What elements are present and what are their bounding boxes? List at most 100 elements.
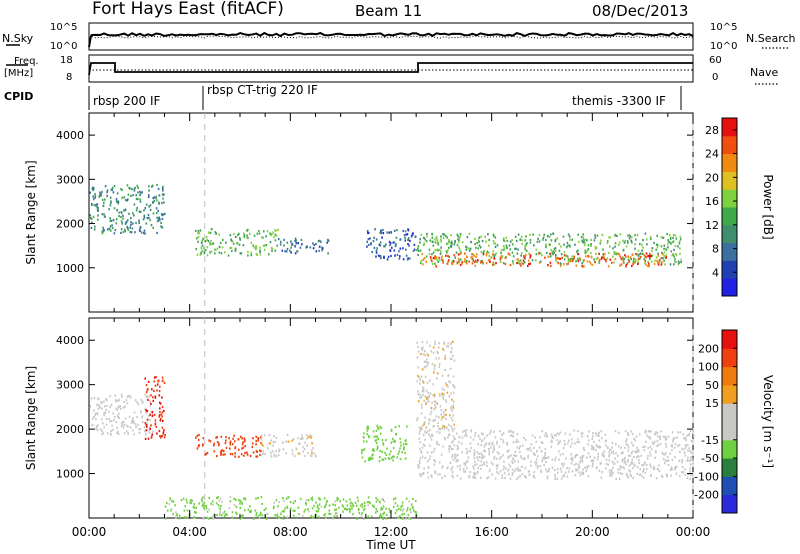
echo-cell xyxy=(436,258,438,261)
echo-cell xyxy=(566,241,569,244)
echo-cell xyxy=(582,260,584,263)
echo-cell xyxy=(370,242,372,245)
echo-cell xyxy=(629,235,631,238)
echo-cell xyxy=(466,255,468,258)
echo-cell xyxy=(336,515,338,518)
echo-cell xyxy=(147,388,149,391)
echo-cell xyxy=(94,414,97,417)
echo-cell xyxy=(294,509,296,512)
echo-cell xyxy=(455,454,457,457)
echo-cell xyxy=(637,455,640,458)
echo-cell xyxy=(650,448,653,451)
echo-cell xyxy=(136,416,138,419)
echo-cell xyxy=(256,253,258,257)
echo-cell xyxy=(102,228,105,231)
echo-cell xyxy=(652,443,655,446)
echo-cell xyxy=(669,452,671,455)
echo-cell xyxy=(380,508,382,511)
echo-cell xyxy=(524,457,526,460)
echo-cell xyxy=(624,446,626,449)
echo-cell xyxy=(102,226,104,229)
echo-cell xyxy=(448,246,450,249)
echo-cell xyxy=(260,454,262,457)
colorbar-tick-label: 28 xyxy=(705,124,719,137)
echo-cell xyxy=(204,249,207,252)
echo-cell xyxy=(423,420,426,424)
echo-cell xyxy=(622,451,624,454)
echo-cell xyxy=(123,400,125,403)
echo-cell xyxy=(302,514,304,517)
echo-cell xyxy=(623,467,625,470)
echo-cell xyxy=(675,465,678,468)
echo-cell xyxy=(375,507,377,511)
echo-cell xyxy=(475,255,477,258)
echo-cell xyxy=(657,254,659,257)
echo-cell xyxy=(386,447,388,450)
echo-cell xyxy=(612,247,614,250)
echo-cell xyxy=(550,248,553,251)
echo-cell xyxy=(419,393,421,396)
echo-cell xyxy=(96,412,99,416)
echo-cell xyxy=(456,244,459,247)
echo-cell xyxy=(468,476,470,479)
echo-cell xyxy=(582,446,585,450)
echo-cell xyxy=(517,469,519,472)
echo-cell xyxy=(440,240,442,243)
echo-cell xyxy=(126,225,128,228)
echo-cell xyxy=(243,235,246,238)
echo-cell xyxy=(677,263,680,266)
echo-cell xyxy=(674,260,676,263)
echo-cell xyxy=(466,460,468,463)
echo-cell xyxy=(567,442,569,445)
echo-cell xyxy=(603,257,606,261)
echo-cell xyxy=(375,435,377,438)
echo-cell xyxy=(145,433,147,436)
echo-cell xyxy=(630,452,633,455)
echo-cell xyxy=(367,496,370,499)
echo-cell xyxy=(361,512,363,515)
echo-cell xyxy=(199,229,202,232)
echo-cell xyxy=(381,450,383,453)
echo-cell xyxy=(575,462,577,465)
echo-cell xyxy=(377,427,380,431)
echo-cell xyxy=(414,499,417,502)
echo-cell xyxy=(650,465,652,468)
echo-cell xyxy=(671,449,673,452)
echo-cell xyxy=(659,435,662,438)
echo-cell xyxy=(672,240,675,243)
echo-cell xyxy=(367,504,369,507)
echo-cell xyxy=(588,430,590,433)
echo-cell xyxy=(433,450,435,453)
echo-cell xyxy=(478,240,480,243)
echo-cell xyxy=(590,444,593,447)
echo-cell xyxy=(412,497,414,500)
echo-cell xyxy=(426,451,429,454)
y-tick-label: 4000 xyxy=(56,334,84,347)
echo-cell xyxy=(313,504,315,507)
echo-cell xyxy=(594,431,597,435)
echo-cell xyxy=(140,411,142,414)
echo-cell xyxy=(447,385,449,388)
echo-cell xyxy=(139,229,141,232)
echo-cell xyxy=(203,252,206,255)
echo-cell xyxy=(305,246,307,249)
echo-cell xyxy=(246,451,248,454)
echo-cell xyxy=(142,231,145,235)
echo-cell xyxy=(637,249,640,252)
echo-cell xyxy=(520,264,522,267)
echo-cell xyxy=(531,259,534,262)
echo-cell xyxy=(534,436,536,439)
echo-cell xyxy=(519,469,522,472)
echo-cell xyxy=(511,474,514,477)
echo-cell xyxy=(591,446,594,449)
echo-cell xyxy=(316,504,319,507)
echo-cell xyxy=(100,194,102,197)
echo-cell xyxy=(476,456,478,459)
echo-cell xyxy=(482,253,485,256)
echo-cell xyxy=(528,473,531,476)
echo-cell xyxy=(474,243,476,246)
echo-cell xyxy=(398,425,400,428)
echo-cell xyxy=(256,455,259,458)
echo-cell xyxy=(630,430,632,433)
echo-cell xyxy=(137,186,139,189)
